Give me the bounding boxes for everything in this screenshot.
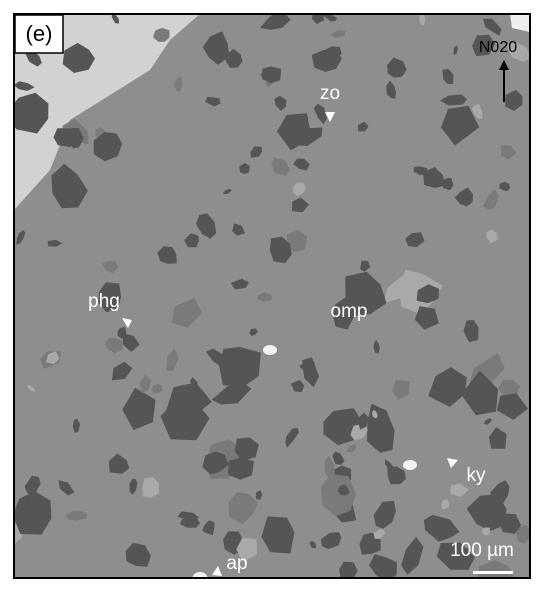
scale-label: 100 µm [450, 540, 514, 561]
orientation-label: N020 [479, 39, 517, 56]
mineral-label: phg [88, 291, 120, 312]
page: (e) N020 zo phg omp ky ap 100 µm (() => … [0, 0, 544, 591]
image-area [7, 8, 532, 591]
mineral-label: zo [320, 83, 340, 104]
bright-grain [403, 460, 417, 470]
mineral-label: omp [331, 301, 368, 322]
mineral-label: ky [467, 465, 487, 486]
scale-bar [473, 571, 513, 574]
panel-label: (e) [26, 21, 53, 46]
bright-grain [263, 345, 277, 355]
mineral-label: ap [226, 553, 247, 574]
micrograph: (e) N020 zo phg omp ky ap 100 µm [0, 0, 544, 591]
